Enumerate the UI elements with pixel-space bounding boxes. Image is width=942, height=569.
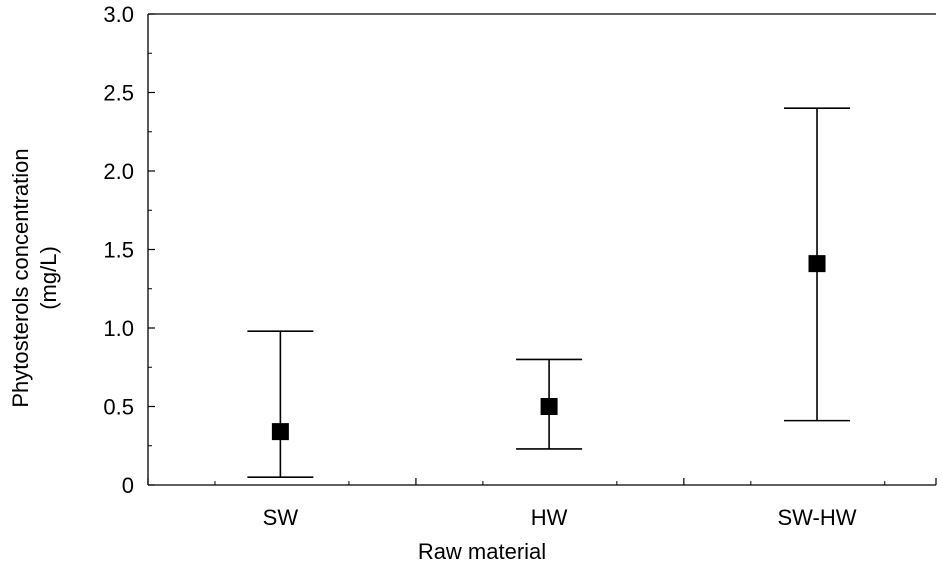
x-axis-title: Raw material — [418, 539, 546, 564]
y-tick-label: 0.5 — [103, 395, 134, 420]
labels: Raw material Phytosterols concentration … — [8, 2, 857, 564]
mean-marker — [271, 423, 289, 441]
y-tick-label: 1.0 — [103, 316, 134, 341]
y-tick-label: 0 — [122, 473, 134, 498]
x-category-label: HW — [531, 505, 568, 530]
y-tick-label: 1.5 — [103, 238, 134, 263]
x-category-label: SW-HW — [777, 505, 856, 530]
x-category-label: SW — [263, 505, 299, 530]
axes — [147, 13, 937, 486]
y-tick-label: 2.0 — [103, 159, 134, 184]
mean-marker — [540, 398, 558, 415]
y-tick-label: 3.0 — [103, 2, 134, 27]
data-marks — [247, 107, 851, 478]
y-axis-title-line-1: Phytosterols concentration — [8, 148, 33, 407]
y-axis-title-line-2: (mg/L) — [36, 246, 61, 310]
mean-marker — [808, 255, 826, 273]
y-tick-label: 2.5 — [103, 81, 134, 106]
